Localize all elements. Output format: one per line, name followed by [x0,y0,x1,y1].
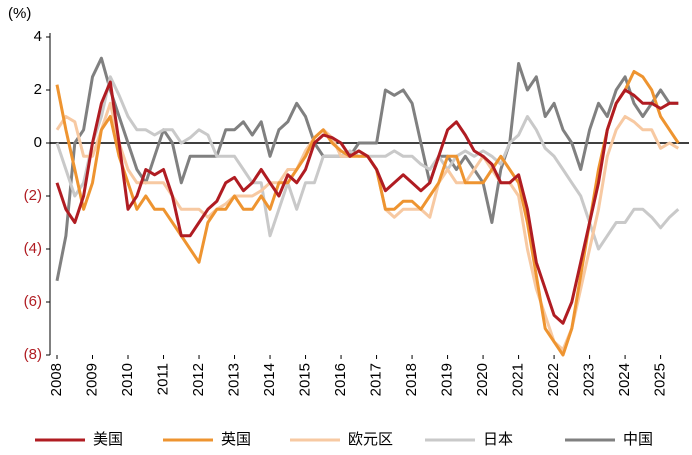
x-tick-label: 2011 [154,363,171,395]
x-tick-label: 2012 [190,363,207,396]
y-tick-label: (6) [24,293,42,310]
x-tick-label: 2010 [119,363,136,396]
legend-label: 欧元区 [348,431,393,448]
y-tick-label: 2 [34,81,42,98]
y-tick-label: 4 [34,28,42,45]
y-tick-label: (8) [24,346,42,363]
y-tick-label: (2) [24,187,42,204]
legend-label: 日本 [483,431,513,448]
x-tick-label: 2008 [48,363,65,396]
y-tick-label: 0 [34,134,42,151]
x-tick-label: 2022 [545,363,562,396]
x-tick-label: 2023 [581,363,598,396]
x-tick-label: 2016 [332,363,349,396]
x-tick-label: 2015 [297,363,314,396]
series-line [55,80,679,325]
x-tick-label: 2024 [616,363,633,396]
series-line [55,101,680,352]
legend-label: 英国 [221,430,251,448]
series-line [55,75,680,251]
legend-label: 美国 [93,431,123,448]
x-tick-label: 2019 [439,363,456,396]
x-tick-label: 2018 [403,363,420,396]
x-tick-label: 2020 [474,363,491,396]
series-line [55,56,679,282]
x-tick-label: 2009 [83,363,100,396]
x-tick-label: 2021 [510,363,527,396]
x-tick-label: 2017 [368,363,385,396]
x-tick-label: 2014 [261,363,278,396]
x-tick-label: 2025 [652,363,669,396]
x-tick-label: 2013 [225,363,242,396]
legend-label: 中国 [623,431,653,448]
y-axis-label: (%) [8,5,31,22]
y-tick-label: (4) [24,240,42,257]
